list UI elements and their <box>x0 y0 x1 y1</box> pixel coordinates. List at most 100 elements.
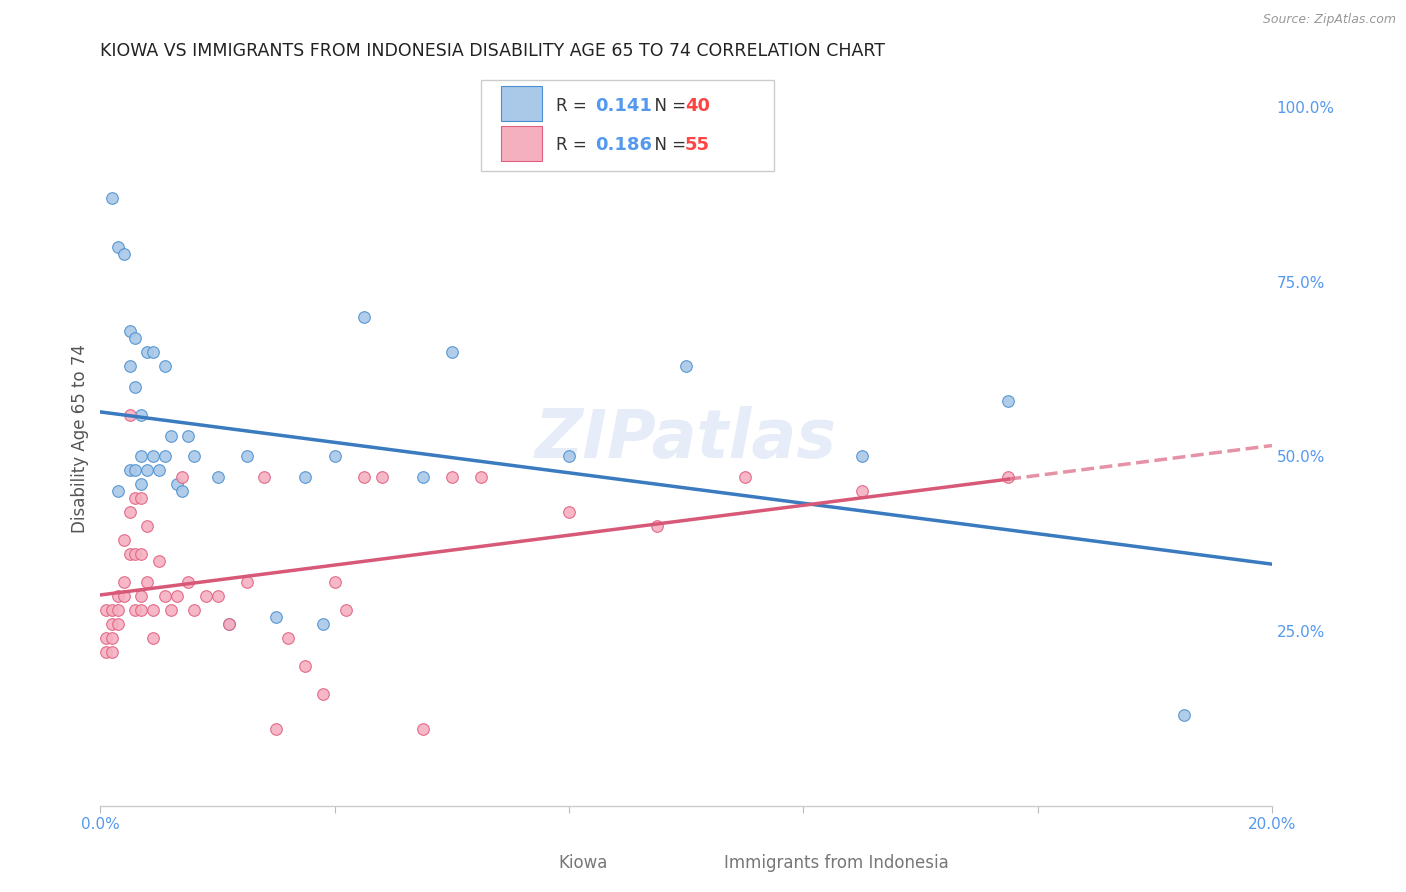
Point <box>107 240 129 254</box>
Point <box>172 470 194 484</box>
Text: Immigrants from Indonesia: Immigrants from Indonesia <box>724 855 949 872</box>
Point <box>440 470 463 484</box>
Point <box>218 617 240 632</box>
Point <box>997 393 1019 408</box>
Text: N =: N = <box>644 96 692 114</box>
Point <box>131 477 153 491</box>
Point <box>997 470 1019 484</box>
Point <box>183 450 205 464</box>
Point <box>124 463 146 477</box>
Text: N =: N = <box>644 136 692 154</box>
Point <box>148 463 170 477</box>
Point <box>675 359 697 373</box>
Point <box>118 408 141 422</box>
Point <box>312 617 335 632</box>
Text: 40: 40 <box>685 96 710 114</box>
Point <box>131 450 153 464</box>
Point <box>558 505 581 519</box>
Point <box>101 603 124 617</box>
Point <box>159 603 181 617</box>
Point <box>142 344 165 359</box>
Point <box>166 589 188 603</box>
Point <box>264 610 287 624</box>
Point <box>124 547 146 561</box>
Point <box>107 617 129 632</box>
Point <box>101 191 124 205</box>
Point <box>323 450 346 464</box>
Point <box>370 470 392 484</box>
Point <box>142 450 165 464</box>
Point <box>159 428 181 442</box>
Text: 0.141: 0.141 <box>595 96 651 114</box>
Point <box>112 247 135 261</box>
FancyBboxPatch shape <box>501 87 543 121</box>
Point <box>470 470 492 484</box>
Point <box>118 547 141 561</box>
Point <box>118 324 141 338</box>
Point <box>153 450 176 464</box>
Point <box>236 450 259 464</box>
Point <box>166 477 188 491</box>
FancyBboxPatch shape <box>481 79 773 171</box>
Point <box>264 722 287 736</box>
Point <box>124 379 146 393</box>
Point <box>851 484 873 499</box>
Point <box>136 463 159 477</box>
Point <box>153 359 176 373</box>
Point <box>131 589 153 603</box>
Text: 55: 55 <box>685 136 710 154</box>
Point <box>131 603 153 617</box>
Point <box>112 533 135 548</box>
Point <box>253 470 276 484</box>
Point <box>96 645 118 659</box>
Point <box>131 547 153 561</box>
Point <box>142 603 165 617</box>
Point <box>107 603 129 617</box>
Point <box>107 484 129 499</box>
Point <box>112 575 135 590</box>
Point <box>312 687 335 701</box>
Point <box>440 344 463 359</box>
Point <box>294 470 316 484</box>
Text: Kiowa: Kiowa <box>558 855 609 872</box>
Point <box>101 617 124 632</box>
Point <box>734 470 756 484</box>
Point <box>131 408 153 422</box>
Point <box>131 491 153 506</box>
Point <box>236 575 259 590</box>
Text: ZIPatlas: ZIPatlas <box>536 406 837 472</box>
Point <box>183 603 205 617</box>
Point <box>412 470 434 484</box>
Point <box>136 519 159 533</box>
Point <box>118 359 141 373</box>
Point <box>207 589 229 603</box>
Point <box>323 575 346 590</box>
Text: R =: R = <box>557 96 592 114</box>
Point <box>353 470 375 484</box>
Point <box>112 589 135 603</box>
Point <box>335 603 357 617</box>
Point <box>1173 707 1195 722</box>
Point <box>412 722 434 736</box>
Point <box>118 505 141 519</box>
Point <box>153 589 176 603</box>
Y-axis label: Disability Age 65 to 74: Disability Age 65 to 74 <box>72 344 89 533</box>
FancyBboxPatch shape <box>501 126 543 161</box>
Text: R =: R = <box>557 136 592 154</box>
Point <box>136 344 159 359</box>
Point <box>177 428 200 442</box>
Point <box>136 575 159 590</box>
Text: Source: ZipAtlas.com: Source: ZipAtlas.com <box>1263 13 1396 27</box>
Point <box>118 463 141 477</box>
Point <box>124 331 146 345</box>
Text: 0.186: 0.186 <box>595 136 652 154</box>
Point <box>207 470 229 484</box>
Point <box>101 631 124 645</box>
Point <box>294 659 316 673</box>
Point <box>107 589 129 603</box>
Point <box>645 519 668 533</box>
Point <box>96 631 118 645</box>
Point <box>851 450 873 464</box>
Point <box>277 631 299 645</box>
Point <box>558 450 581 464</box>
